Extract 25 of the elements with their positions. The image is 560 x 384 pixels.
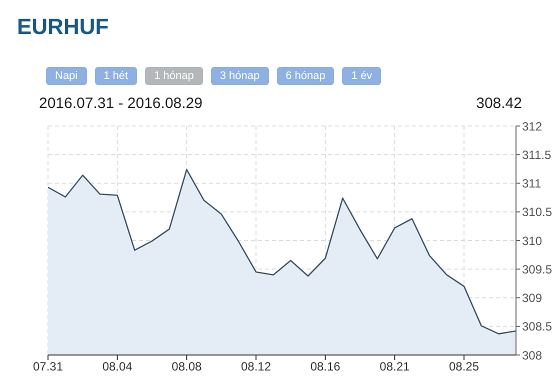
range-button[interactable]: 1 hét [94, 67, 138, 85]
x-tick-label: 08.12 [240, 360, 272, 374]
y-tick-label: 312 [522, 119, 542, 134]
y-tick-label: 309 [522, 291, 542, 306]
y-tick-label: 310.5 [522, 205, 552, 220]
text: 308.42 [476, 95, 522, 112]
x-tick-label: 07.31 [32, 360, 64, 374]
range-button[interactable]: 1 hónap [145, 67, 203, 85]
y-tick-label: 310 [522, 234, 542, 248]
y-tick-label: 309.5 [522, 262, 552, 276]
y-tick-label: 311.5 [522, 148, 552, 162]
range-button[interactable]: Napi [46, 67, 87, 85]
x-tick-label: 08.21 [380, 360, 410, 374]
x-tick-label: 08.08 [172, 360, 202, 374]
y-tick-label: 311 [522, 176, 542, 191]
range-button[interactable]: 1 év [342, 67, 382, 85]
range-button[interactable]: 3 hónap [210, 67, 269, 85]
x-tick-label: 08.04 [102, 360, 133, 374]
y-tick-label: 308 [522, 348, 542, 362]
y-tick-label: 308.5 [522, 320, 552, 334]
x-tick-label: 08.25 [448, 360, 480, 374]
chart-subtitle: 2016.07.31 - 2016.08.29 [39, 95, 202, 112]
chart-title: EURHUF [17, 14, 109, 40]
range-button[interactable]: 6 hónap [276, 67, 334, 85]
x-tick-label: 08.16 [310, 360, 341, 374]
